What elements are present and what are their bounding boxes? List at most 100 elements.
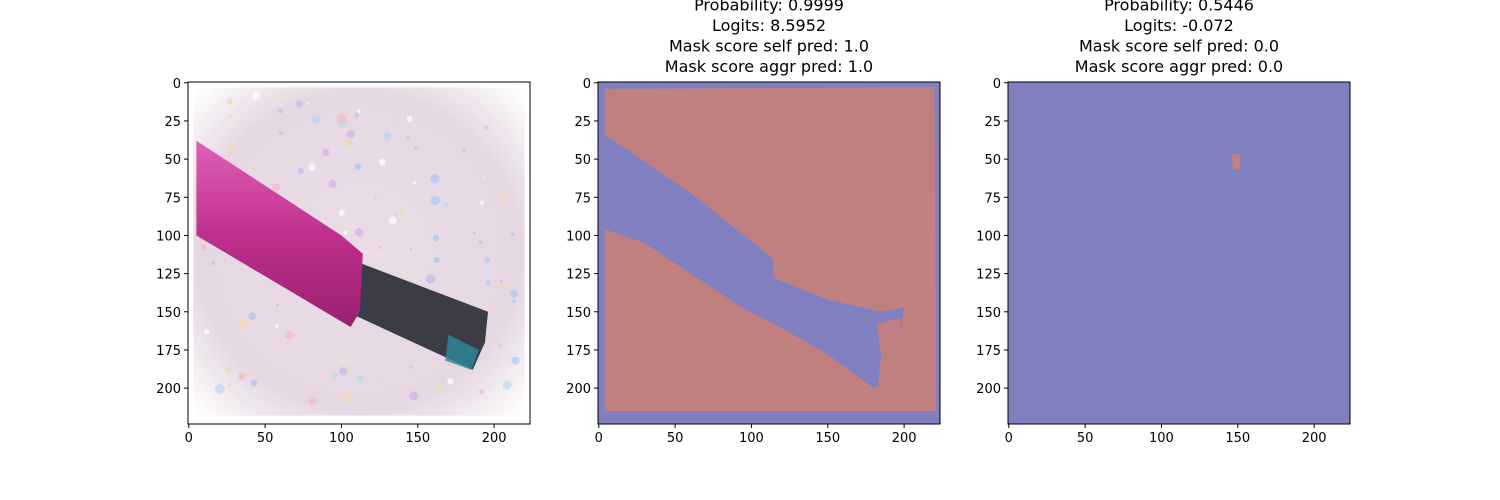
glitter [511,356,520,365]
y-tick-label: 150 [156,306,181,321]
y-tick-label: 100 [566,229,591,244]
glitter [308,396,317,406]
glitter [378,159,386,166]
y-tick-label: 50 [984,153,1001,168]
glitter [437,381,443,388]
y-tick-label: 125 [156,268,181,283]
glitter [228,114,232,119]
glitter [343,230,348,235]
glitter [210,260,216,266]
image [598,82,940,424]
glitter [225,366,232,374]
glitter [383,132,392,141]
glitter [277,108,283,114]
y-tick-label: 175 [976,344,1001,359]
x-tick-label: 100 [329,431,354,446]
glitter [409,391,419,401]
brush-tip [445,334,479,370]
y-tick-label: 50 [164,153,181,168]
x-tick-label: 200 [1302,431,1327,446]
y-tick-label: 200 [156,382,181,397]
glitter [203,328,210,335]
x-tick-label: 0 [185,431,193,446]
glitter [447,378,454,385]
glitter [368,192,371,195]
y-tick-label: 75 [574,191,591,206]
glitter [395,262,398,266]
panel: 0 50 100 150 200 0 25 50 75 100 125 150 175 200 Probab… [566,0,941,446]
glitter [311,114,322,124]
glitter [356,374,364,383]
panel: 0 50 100 150 200 0 25 50 75 100 125 150 175 200 Probab… [976,0,1351,446]
brush-handle [196,140,363,328]
y-tick-label: 150 [566,306,591,321]
x-tick-label: 200 [482,431,507,446]
glitter [480,200,485,205]
glitter [408,365,413,370]
glitter [414,145,418,150]
panel: 0 50 100 150 200 0 25 50 75 100 125 150 175 200 [156,77,531,446]
panel-title: Mask score self pred: 1.0 [669,37,869,56]
glitter [271,183,281,192]
glitter [406,115,413,122]
x-tick-label: 150 [405,431,430,446]
mask-gap [604,134,905,389]
glitter [497,343,503,349]
y-tick-label: 75 [164,191,181,206]
axes-frame [597,81,941,425]
mask-background [1008,82,1350,424]
glitter [499,279,503,283]
glitter [512,299,516,303]
image [188,82,530,424]
glitter [388,216,397,225]
x-tick-label: 0 [595,431,603,446]
glitter [248,312,257,321]
glitter [214,384,225,394]
glitter [433,256,440,264]
glitter [328,179,337,189]
y-tick-label: 100 [976,229,1001,244]
glitter [339,367,347,376]
glitter [393,213,397,217]
mask-region [1232,153,1241,170]
glitter [399,208,404,214]
x-tick-label: 200 [892,431,917,446]
x-tick-label: 50 [1077,431,1094,446]
glitter [250,379,258,387]
y-tick-label: 25 [164,115,181,130]
y-tick-label: 100 [156,229,181,244]
y-tick-label: 125 [566,268,591,283]
glitter [485,279,491,286]
glitter [227,143,234,149]
panel-title: Logits: -0.072 [1124,16,1234,35]
glitter [502,283,508,288]
glitter [245,145,248,148]
glitter [278,130,284,136]
x-tick-label: 100 [1149,431,1174,446]
glitter [381,379,384,383]
y-tick-label: 50 [574,153,591,168]
x-tick-label: 150 [1225,431,1250,446]
glitter [346,129,356,139]
glitter [461,148,467,154]
glitter [284,330,294,340]
panel-title: Mask score self pred: 0.0 [1079,37,1279,56]
y-tick-label: 0 [173,77,181,92]
glitter [510,232,515,237]
glitter [429,173,440,184]
y-tick-label: 150 [976,306,1001,321]
glitter [412,181,417,185]
axes-frame [187,81,531,425]
glitter [306,102,309,105]
y-tick-label: 0 [993,77,1001,92]
glitter [354,227,364,237]
x-tick-label: 0 [1005,431,1013,446]
glitter [274,324,280,329]
glitter [500,193,506,200]
glitter [396,119,402,125]
glitter [462,146,466,149]
glitter [406,135,411,140]
glitter [342,393,353,403]
